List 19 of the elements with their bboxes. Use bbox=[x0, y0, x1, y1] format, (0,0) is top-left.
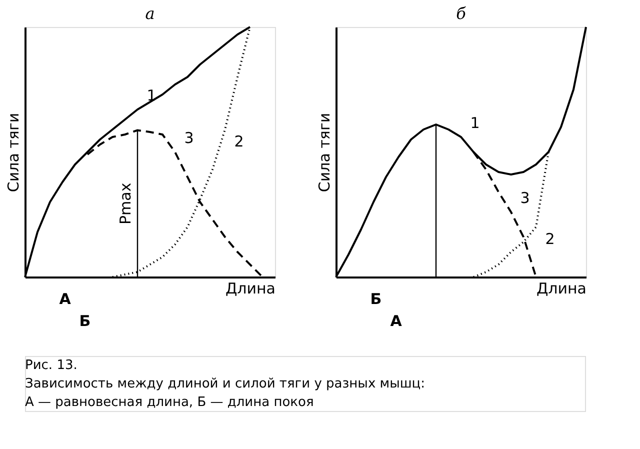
chart-title: б bbox=[456, 4, 466, 23]
text: Рис. 13. bbox=[25, 358, 78, 374]
series-label: 1 bbox=[470, 114, 480, 132]
x-axis-title: Длина bbox=[225, 280, 276, 298]
y-axis-title: Сила тяги bbox=[316, 112, 334, 192]
x-axis-title: Длина bbox=[536, 280, 586, 298]
series-label: 2 bbox=[234, 132, 244, 150]
text: А — равновесная длина, Б — длина покоя bbox=[25, 394, 314, 410]
text: Б bbox=[370, 290, 382, 308]
series-label: 3 bbox=[184, 129, 194, 147]
series-label: 2 bbox=[545, 230, 555, 248]
text: Зависимость между длиной и силой тяги у разных мышц: bbox=[25, 376, 425, 392]
text: А bbox=[59, 290, 72, 308]
text: Б bbox=[79, 312, 91, 330]
annotation: Pmax bbox=[116, 182, 134, 224]
series-label: 3 bbox=[520, 189, 530, 207]
text: А bbox=[390, 312, 402, 330]
chart-title: а bbox=[145, 4, 155, 23]
y-axis-title: Сила тяги bbox=[4, 112, 22, 192]
